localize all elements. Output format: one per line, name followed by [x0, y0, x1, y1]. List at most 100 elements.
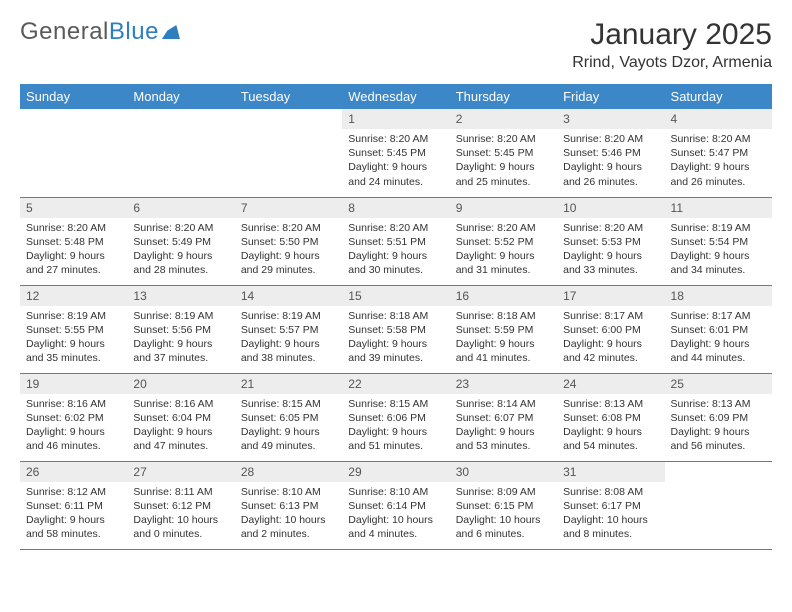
sunrise-line: Sunrise: 8:20 AM [241, 221, 336, 235]
day-number: 7 [235, 198, 342, 218]
daylight-line: Daylight: 9 hours and 25 minutes. [456, 160, 551, 188]
day-number: 23 [450, 374, 557, 394]
day-details: Sunrise: 8:13 AMSunset: 6:08 PMDaylight:… [557, 394, 664, 459]
sunset-line: Sunset: 5:50 PM [241, 235, 336, 249]
day-number: 9 [450, 198, 557, 218]
sunrise-line: Sunrise: 8:15 AM [241, 397, 336, 411]
calendar-body: 1Sunrise: 8:20 AMSunset: 5:45 PMDaylight… [20, 109, 772, 549]
calendar-cell: 19Sunrise: 8:16 AMSunset: 6:02 PMDayligh… [20, 373, 127, 461]
weekday-header: Friday [557, 84, 664, 109]
day-number: 14 [235, 286, 342, 306]
calendar-cell: 24Sunrise: 8:13 AMSunset: 6:08 PMDayligh… [557, 373, 664, 461]
sunrise-line: Sunrise: 8:13 AM [563, 397, 658, 411]
calendar-cell: 12Sunrise: 8:19 AMSunset: 5:55 PMDayligh… [20, 285, 127, 373]
day-number: 2 [450, 109, 557, 129]
weekday-header: Monday [127, 84, 234, 109]
daylight-line: Daylight: 9 hours and 31 minutes. [456, 249, 551, 277]
sunset-line: Sunset: 5:59 PM [456, 323, 551, 337]
daylight-line: Daylight: 10 hours and 6 minutes. [456, 513, 551, 541]
day-number: 15 [342, 286, 449, 306]
sunrise-line: Sunrise: 8:20 AM [133, 221, 228, 235]
day-number: 4 [665, 109, 772, 129]
sunrise-line: Sunrise: 8:20 AM [456, 132, 551, 146]
day-number: 19 [20, 374, 127, 394]
sunset-line: Sunset: 5:57 PM [241, 323, 336, 337]
calendar-cell: 17Sunrise: 8:17 AMSunset: 6:00 PMDayligh… [557, 285, 664, 373]
sunrise-line: Sunrise: 8:17 AM [671, 309, 766, 323]
sunset-line: Sunset: 6:00 PM [563, 323, 658, 337]
daylight-line: Daylight: 9 hours and 47 minutes. [133, 425, 228, 453]
daylight-line: Daylight: 9 hours and 33 minutes. [563, 249, 658, 277]
daylight-line: Daylight: 9 hours and 58 minutes. [26, 513, 121, 541]
daylight-line: Daylight: 9 hours and 26 minutes. [671, 160, 766, 188]
sunrise-line: Sunrise: 8:19 AM [671, 221, 766, 235]
sunset-line: Sunset: 5:51 PM [348, 235, 443, 249]
sunset-line: Sunset: 5:53 PM [563, 235, 658, 249]
sunset-line: Sunset: 5:48 PM [26, 235, 121, 249]
calendar-cell: 22Sunrise: 8:15 AMSunset: 6:06 PMDayligh… [342, 373, 449, 461]
calendar-cell [20, 109, 127, 197]
sunset-line: Sunset: 6:01 PM [671, 323, 766, 337]
daylight-line: Daylight: 9 hours and 51 minutes. [348, 425, 443, 453]
day-details: Sunrise: 8:16 AMSunset: 6:04 PMDaylight:… [127, 394, 234, 459]
calendar-cell: 10Sunrise: 8:20 AMSunset: 5:53 PMDayligh… [557, 197, 664, 285]
weekday-header: Wednesday [342, 84, 449, 109]
calendar-week: 19Sunrise: 8:16 AMSunset: 6:02 PMDayligh… [20, 373, 772, 461]
sunrise-line: Sunrise: 8:20 AM [348, 132, 443, 146]
day-number: 11 [665, 198, 772, 218]
day-number: 10 [557, 198, 664, 218]
sunrise-line: Sunrise: 8:20 AM [348, 221, 443, 235]
sunset-line: Sunset: 6:11 PM [26, 499, 121, 513]
day-details: Sunrise: 8:16 AMSunset: 6:02 PMDaylight:… [20, 394, 127, 459]
logo-text-blue: Blue [109, 18, 159, 46]
sunrise-line: Sunrise: 8:10 AM [241, 485, 336, 499]
calendar-cell: 28Sunrise: 8:10 AMSunset: 6:13 PMDayligh… [235, 461, 342, 549]
day-details: Sunrise: 8:20 AMSunset: 5:50 PMDaylight:… [235, 218, 342, 283]
calendar-cell: 25Sunrise: 8:13 AMSunset: 6:09 PMDayligh… [665, 373, 772, 461]
sunset-line: Sunset: 5:45 PM [348, 146, 443, 160]
calendar-cell: 18Sunrise: 8:17 AMSunset: 6:01 PMDayligh… [665, 285, 772, 373]
sunset-line: Sunset: 6:02 PM [26, 411, 121, 425]
calendar-cell: 16Sunrise: 8:18 AMSunset: 5:59 PMDayligh… [450, 285, 557, 373]
sunrise-line: Sunrise: 8:16 AM [133, 397, 228, 411]
daylight-line: Daylight: 9 hours and 24 minutes. [348, 160, 443, 188]
day-details: Sunrise: 8:18 AMSunset: 5:59 PMDaylight:… [450, 306, 557, 371]
sunrise-line: Sunrise: 8:16 AM [26, 397, 121, 411]
calendar-table: SundayMondayTuesdayWednesdayThursdayFrid… [20, 84, 772, 550]
calendar-cell: 2Sunrise: 8:20 AMSunset: 5:45 PMDaylight… [450, 109, 557, 197]
sunrise-line: Sunrise: 8:13 AM [671, 397, 766, 411]
sunset-line: Sunset: 6:08 PM [563, 411, 658, 425]
calendar-cell: 9Sunrise: 8:20 AMSunset: 5:52 PMDaylight… [450, 197, 557, 285]
day-details: Sunrise: 8:11 AMSunset: 6:12 PMDaylight:… [127, 482, 234, 547]
sunrise-line: Sunrise: 8:19 AM [241, 309, 336, 323]
daylight-line: Daylight: 9 hours and 54 minutes. [563, 425, 658, 453]
day-number: 22 [342, 374, 449, 394]
daylight-line: Daylight: 9 hours and 44 minutes. [671, 337, 766, 365]
calendar-head: SundayMondayTuesdayWednesdayThursdayFrid… [20, 84, 772, 109]
sunrise-line: Sunrise: 8:12 AM [26, 485, 121, 499]
daylight-line: Daylight: 9 hours and 35 minutes. [26, 337, 121, 365]
day-details: Sunrise: 8:13 AMSunset: 6:09 PMDaylight:… [665, 394, 772, 459]
sunrise-line: Sunrise: 8:20 AM [671, 132, 766, 146]
sunset-line: Sunset: 5:55 PM [26, 323, 121, 337]
day-details: Sunrise: 8:15 AMSunset: 6:06 PMDaylight:… [342, 394, 449, 459]
daylight-line: Daylight: 9 hours and 39 minutes. [348, 337, 443, 365]
calendar-cell: 26Sunrise: 8:12 AMSunset: 6:11 PMDayligh… [20, 461, 127, 549]
sunset-line: Sunset: 5:58 PM [348, 323, 443, 337]
calendar-cell: 15Sunrise: 8:18 AMSunset: 5:58 PMDayligh… [342, 285, 449, 373]
sunset-line: Sunset: 5:54 PM [671, 235, 766, 249]
header: GeneralBlue January 2025 Rrind, Vayots D… [20, 18, 772, 72]
day-details: Sunrise: 8:08 AMSunset: 6:17 PMDaylight:… [557, 482, 664, 547]
weekday-header: Tuesday [235, 84, 342, 109]
sunset-line: Sunset: 6:15 PM [456, 499, 551, 513]
calendar-cell: 6Sunrise: 8:20 AMSunset: 5:49 PMDaylight… [127, 197, 234, 285]
sunrise-line: Sunrise: 8:20 AM [563, 132, 658, 146]
daylight-line: Daylight: 9 hours and 56 minutes. [671, 425, 766, 453]
day-details: Sunrise: 8:09 AMSunset: 6:15 PMDaylight:… [450, 482, 557, 547]
day-details: Sunrise: 8:10 AMSunset: 6:13 PMDaylight:… [235, 482, 342, 547]
sunrise-line: Sunrise: 8:20 AM [456, 221, 551, 235]
sunrise-line: Sunrise: 8:08 AM [563, 485, 658, 499]
title-block: January 2025 Rrind, Vayots Dzor, Armenia [572, 18, 772, 72]
day-details: Sunrise: 8:20 AMSunset: 5:51 PMDaylight:… [342, 218, 449, 283]
day-details: Sunrise: 8:19 AMSunset: 5:57 PMDaylight:… [235, 306, 342, 371]
